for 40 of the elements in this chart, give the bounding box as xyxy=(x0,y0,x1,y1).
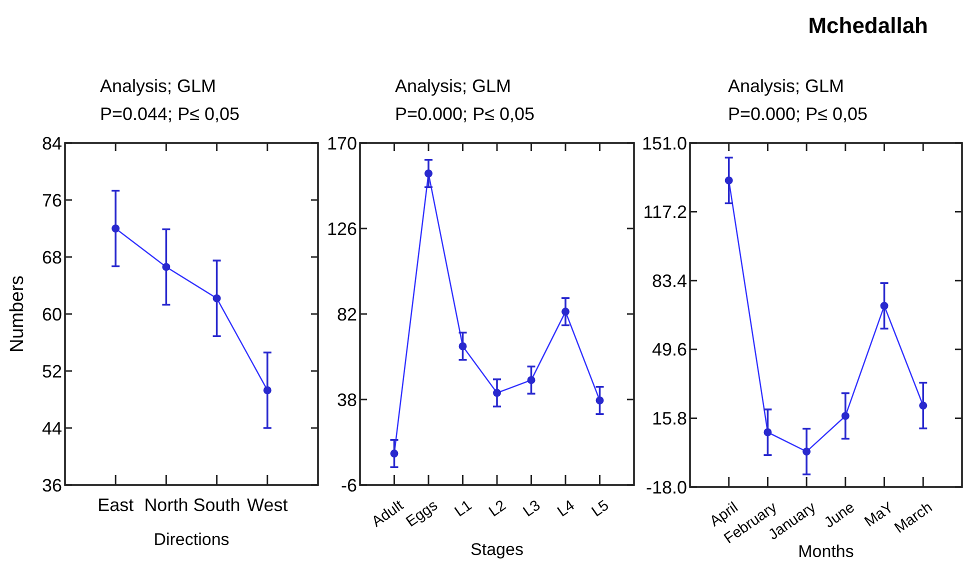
x-tick-label: East xyxy=(98,495,134,515)
chart-subtitle: P=0.000; P≤ 0,05 xyxy=(395,104,534,124)
y-tick-label: -6 xyxy=(340,475,357,496)
y-tick-label: 49.6 xyxy=(652,340,687,360)
y-tick-label: 68 xyxy=(42,247,62,268)
x-axis-title: Months xyxy=(798,542,854,561)
y-tick-label: 52 xyxy=(42,361,62,382)
y-tick-label: 151.0 xyxy=(642,133,687,154)
x-tick-label: L5 xyxy=(588,496,612,520)
x-tick-label: L3 xyxy=(520,496,544,520)
y-tick-label: -18.0 xyxy=(646,477,687,498)
y-tick-label: 44 xyxy=(42,418,62,438)
y-tick-label: 76 xyxy=(42,190,62,210)
y-tick-label: 82 xyxy=(336,304,357,324)
chart-title: Analysis; GLM xyxy=(728,76,844,96)
y-tick-label: 15.8 xyxy=(652,408,687,428)
y-tick-label: 60 xyxy=(42,304,62,324)
x-tick-label: South xyxy=(193,495,240,515)
y-tick-label: 117.2 xyxy=(643,202,687,222)
y-axis-title: Numbers xyxy=(7,275,28,353)
y-tick-label: 84 xyxy=(42,133,62,154)
x-tick-label: June xyxy=(821,498,858,532)
y-tick-label: 38 xyxy=(336,390,357,410)
chart-subtitle: P=0.000; P≤ 0,05 xyxy=(728,104,868,124)
y-tick-label: 83.4 xyxy=(652,270,687,291)
x-axis-title: Stages xyxy=(470,540,524,559)
y-tick-label: 170 xyxy=(326,133,357,154)
x-axis-title: Directions xyxy=(154,530,230,549)
chart-title: Analysis; GLM xyxy=(100,76,216,96)
x-tick-label: L2 xyxy=(486,496,510,520)
y-tick-label: 126 xyxy=(326,218,357,239)
x-tick-label: L4 xyxy=(554,496,578,520)
x-tick-label: West xyxy=(247,495,288,515)
chart-title: Analysis; GLM xyxy=(395,76,512,96)
x-tick-label: L1 xyxy=(452,496,476,520)
text: Mchedallah xyxy=(808,13,928,38)
x-tick-label: North xyxy=(144,495,188,515)
x-tick-label: Eggs xyxy=(403,496,441,530)
chart-subtitle: P=0.044; P≤ 0,05 xyxy=(100,104,240,124)
y-tick-label: 36 xyxy=(42,475,62,496)
